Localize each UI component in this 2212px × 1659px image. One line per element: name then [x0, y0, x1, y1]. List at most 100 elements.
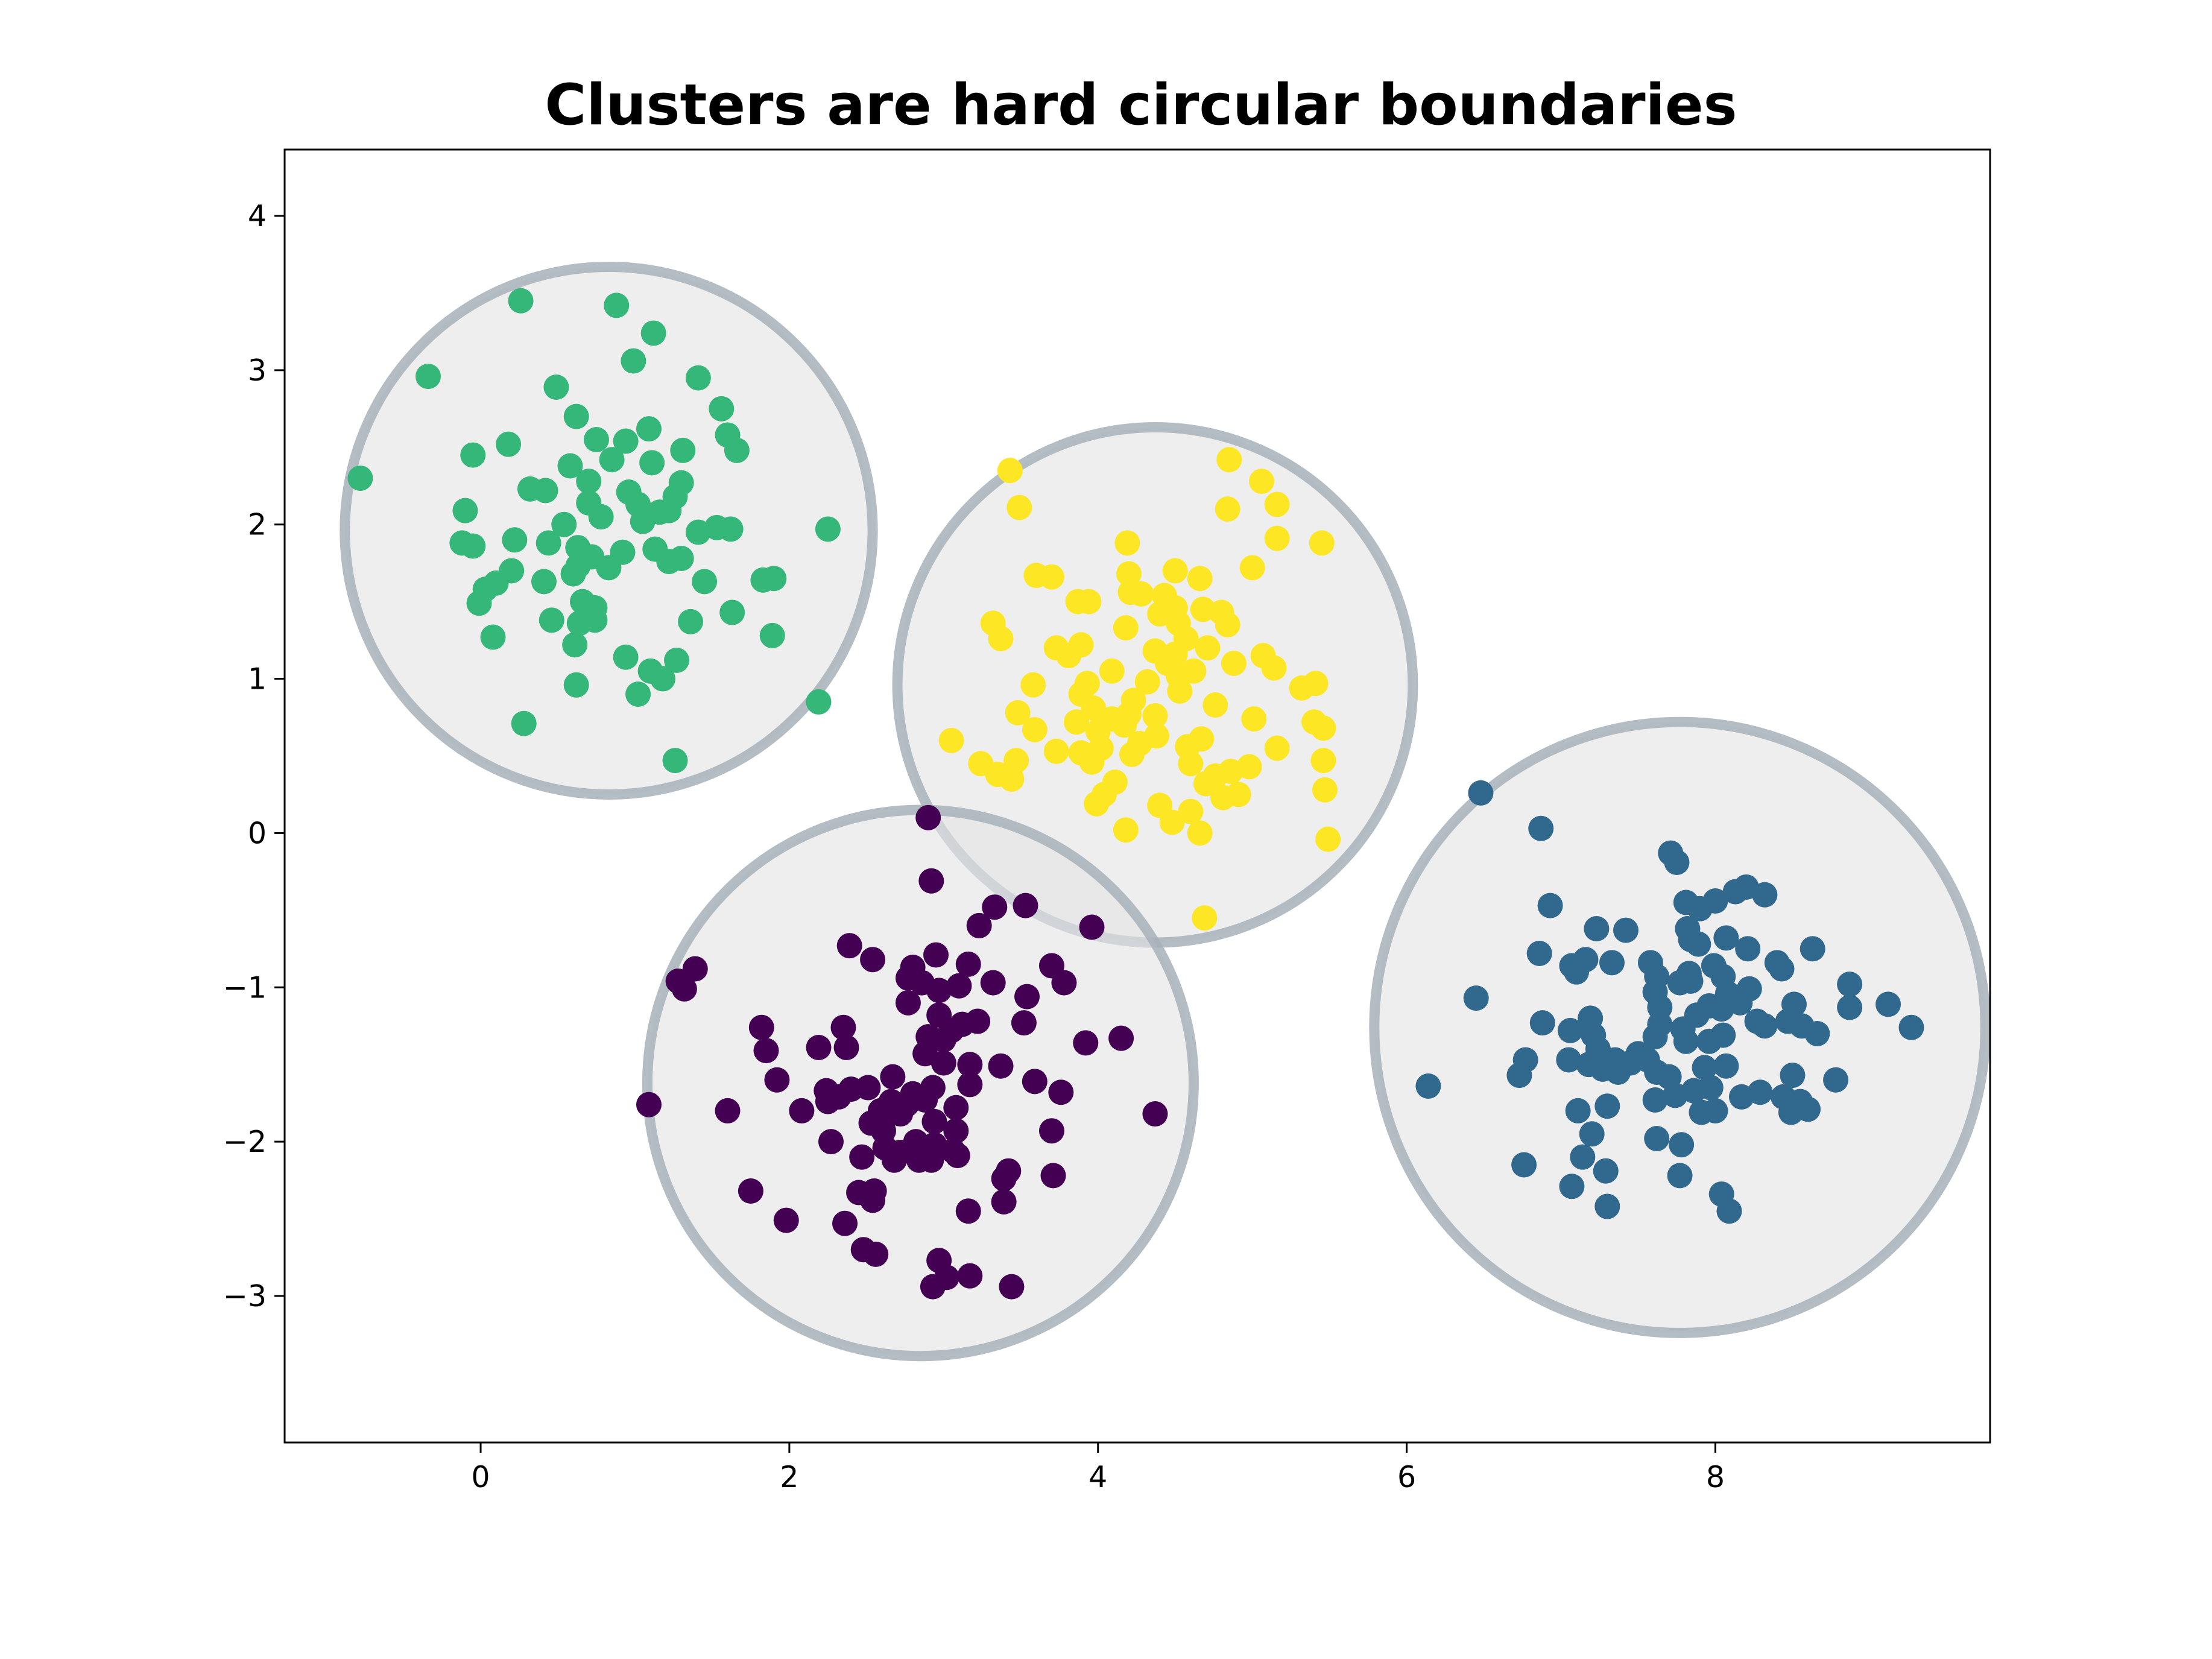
cluster-1-point [630, 508, 656, 534]
cluster-2-point [1063, 709, 1089, 735]
cluster-1-point [588, 504, 614, 529]
cluster-1-point [466, 590, 492, 616]
cluster-3-point [833, 1035, 859, 1061]
cluster-3-point [860, 947, 886, 973]
cluster-3-point [715, 1098, 741, 1123]
cluster-1-point [551, 511, 577, 537]
cluster-3-point [818, 1129, 844, 1155]
cluster-1-point [718, 516, 744, 542]
cluster-2-point [1162, 558, 1188, 584]
cluster-1-point [596, 555, 622, 581]
cluster-1-point [460, 442, 486, 468]
cluster-2-point [1114, 530, 1140, 556]
cluster-1-point [656, 498, 682, 523]
cluster-3-point [943, 1095, 969, 1120]
cluster-4-point [1800, 936, 1825, 962]
cluster-3-point [921, 1108, 947, 1134]
cluster-2-point [1241, 706, 1267, 732]
cluster-2-point [1310, 748, 1336, 774]
cluster-2-point [1312, 777, 1338, 803]
cluster-2-point [999, 766, 1025, 792]
cluster-1-point [621, 348, 646, 374]
cluster-3-point [830, 1014, 856, 1040]
cluster-3-point [1013, 893, 1038, 918]
cluster-1-point [640, 320, 666, 346]
cluster-2-point [1079, 749, 1105, 775]
cluster-2-point [1081, 695, 1107, 721]
cluster-4-point [1696, 1028, 1722, 1054]
cluster-1-point [452, 498, 478, 523]
y-axis: 4 3 2 1 0 −1 −2 −3 [223, 199, 285, 1313]
cluster-3-point [915, 804, 941, 830]
cluster-3-point [906, 1147, 932, 1173]
cluster-1-point [557, 453, 583, 479]
cluster-1-point [625, 681, 651, 707]
cluster-1-point [670, 437, 696, 463]
cluster-boundary-circle-3 [642, 804, 1199, 1362]
cluster-1-point [511, 710, 537, 736]
cluster-3-point [938, 1017, 964, 1043]
cluster-2-point [1099, 658, 1125, 684]
y-tick-label: 4 [248, 199, 267, 233]
cluster-4-point [1708, 996, 1734, 1022]
cluster-4-point [1593, 1158, 1619, 1184]
cluster-2-point [1142, 703, 1168, 728]
cluster-4-point [1735, 936, 1761, 962]
y-tick-label: 2 [248, 508, 267, 542]
cluster-1-point [604, 292, 630, 318]
cluster-3-point [895, 990, 921, 1016]
x-tick-label: 6 [1397, 1460, 1416, 1494]
cluster-2-point [1310, 715, 1336, 741]
cluster-3-point [1040, 1163, 1066, 1189]
cluster-2-point [1289, 675, 1315, 701]
cluster-1-point [347, 465, 373, 491]
cluster-4-point [1526, 940, 1552, 966]
cluster-4-point [1716, 1198, 1742, 1224]
cluster-4-point [1673, 1028, 1699, 1054]
y-tick-label: 3 [248, 353, 267, 388]
cluster-3-point [888, 1101, 914, 1127]
cluster-2-point [1159, 809, 1185, 835]
cluster-3-point [636, 1092, 662, 1117]
cluster-2-point [1111, 712, 1137, 738]
cluster-4-point [1564, 959, 1590, 985]
cluster-3-point [1048, 1079, 1074, 1105]
chart-title: Clusters are hard circular boundaries [545, 72, 1737, 138]
cluster-2-point [1076, 589, 1102, 615]
cluster-3-point [957, 1263, 983, 1289]
cluster-3-point [980, 970, 1006, 996]
cluster-3-point [991, 1189, 1017, 1215]
cluster-2-point [1195, 635, 1221, 661]
cluster-2-point [1193, 771, 1219, 797]
cluster-4-point [1664, 850, 1690, 876]
cluster-2-point [1249, 469, 1275, 495]
cluster-3-point [1051, 970, 1077, 996]
cluster-1-point [806, 689, 832, 715]
cluster-1-point [709, 396, 735, 422]
cluster-2-point [1202, 692, 1228, 718]
cluster-1-point [678, 608, 704, 634]
cluster-2-point [1309, 530, 1335, 556]
cluster-1-point [583, 426, 609, 452]
cluster-3-point [1014, 984, 1040, 1010]
cluster-3-point [1011, 1010, 1037, 1036]
cluster-3-point [920, 1274, 946, 1300]
cluster-3-point [764, 1067, 790, 1093]
cluster-3-point [1073, 1030, 1099, 1056]
cluster-4-point [1667, 1163, 1693, 1189]
cluster-3-point [753, 1038, 779, 1064]
cluster-1-point [761, 566, 787, 592]
cluster-4-point [1686, 931, 1711, 957]
cluster-2-point [1261, 655, 1287, 681]
cluster-3-point [926, 978, 952, 1003]
cluster-4-point [1506, 1063, 1532, 1089]
cluster-3-point [943, 1118, 969, 1144]
y-tick-label: 0 [248, 816, 267, 850]
plot-area [340, 261, 1990, 1362]
cluster-4-point [1642, 1024, 1668, 1050]
cluster-4-point [1463, 985, 1489, 1011]
cluster-3-point [944, 1143, 970, 1169]
cluster-3-point [1108, 1025, 1134, 1051]
cluster-3-point [946, 973, 972, 999]
